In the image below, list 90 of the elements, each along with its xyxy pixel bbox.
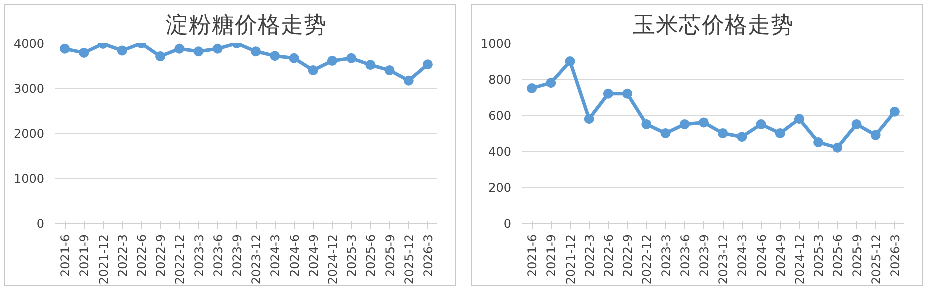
x-tick-label: 2024-6 <box>754 234 769 278</box>
x-tick-label: 2021-12 <box>96 234 111 285</box>
point <box>270 51 280 62</box>
x-tick-label: 2023-3 <box>192 234 206 278</box>
x-tick-label: 2023-9 <box>230 234 244 278</box>
point <box>308 66 318 76</box>
x-tick-label: 2025-3 <box>345 234 360 278</box>
point <box>698 118 709 128</box>
point <box>366 60 376 70</box>
point <box>660 128 671 138</box>
x-tick-label: 2022-3 <box>116 234 130 278</box>
x-tick-label: 2021-6 <box>58 234 73 278</box>
point <box>890 106 900 117</box>
y-tick-label: 600 <box>488 109 512 123</box>
x-tick-label: 2022-3 <box>582 234 597 278</box>
point <box>156 52 166 62</box>
y-tick-label: 400 <box>488 145 512 159</box>
x-tick-label: 2022-12 <box>640 234 654 285</box>
point <box>737 132 748 142</box>
point <box>251 46 262 57</box>
x-tick-label: 2022-9 <box>621 234 636 278</box>
x-tick-label: 2021-9 <box>78 234 92 278</box>
y-tick-label: 800 <box>488 73 512 87</box>
x-tick-label: 2023-9 <box>697 234 712 278</box>
point <box>680 120 690 130</box>
x-tick-label: 2025-12 <box>869 234 884 285</box>
point <box>870 130 881 140</box>
x-tick-label: 2021-12 <box>564 234 578 285</box>
y-tick-label: 0 <box>36 217 45 231</box>
x-tick-label: 2023-12 <box>250 234 264 285</box>
x-tick-label: 2024-12 <box>326 234 340 285</box>
y-tick-label: 3000 <box>14 82 45 96</box>
y-tick-label: 1000 <box>14 172 45 186</box>
point <box>565 56 576 66</box>
x-tick-label: 2021-6 <box>526 234 540 278</box>
x-tick-label: 2025-9 <box>383 234 398 278</box>
point <box>117 46 128 56</box>
x-tick-label: 2022-12 <box>173 234 188 285</box>
x-tick-label: 2024-3 <box>268 234 283 278</box>
point <box>194 46 204 57</box>
x-tick-label: 2025-6 <box>831 234 846 278</box>
x-tick-label: 2023-3 <box>659 234 674 278</box>
x-tick-label: 2023-6 <box>678 234 692 278</box>
point <box>60 44 70 54</box>
point <box>327 56 338 66</box>
x-tick-label: 2022-9 <box>154 234 168 278</box>
point <box>832 142 843 153</box>
point <box>289 53 300 64</box>
point <box>384 66 395 76</box>
point <box>174 44 185 54</box>
x-tick-label: 2025-9 <box>850 234 864 278</box>
point <box>404 76 414 86</box>
chart-title: 淀粉糖价格走势 <box>166 12 327 38</box>
point <box>814 138 824 148</box>
x-tick-label: 2021-9 <box>544 234 559 278</box>
x-tick-label: 2024-12 <box>792 234 807 285</box>
x-tick-label: 2024-3 <box>736 234 750 278</box>
x-tick-label: 2024-9 <box>774 234 788 278</box>
y-tick-label: 0 <box>504 217 512 231</box>
y-tick-label: 200 <box>488 181 512 195</box>
point <box>546 78 556 88</box>
point <box>718 128 728 138</box>
point <box>756 120 766 130</box>
point <box>422 60 433 70</box>
point <box>622 88 633 99</box>
point <box>775 128 786 138</box>
point <box>794 114 804 124</box>
point <box>852 120 862 130</box>
point <box>79 48 90 58</box>
point <box>642 120 652 130</box>
point <box>584 114 594 124</box>
x-tick-label: 2025-6 <box>364 234 378 278</box>
x-tick-label: 2023-6 <box>211 234 226 278</box>
point <box>346 53 357 64</box>
y-tick-label: 1000 <box>480 37 512 51</box>
point <box>603 88 614 99</box>
x-tick-label: 2025-3 <box>812 234 826 278</box>
x-tick-label: 2026-3 <box>888 234 902 278</box>
x-tick-label: 2026-3 <box>421 234 436 278</box>
x-tick-label: 2024-6 <box>288 234 302 278</box>
x-tick-label: 2022-6 <box>134 234 149 278</box>
chart-title: 玉米芯价格走势 <box>633 12 794 38</box>
x-tick-label: 2025-12 <box>402 234 416 285</box>
x-tick-label: 2024-9 <box>306 234 321 278</box>
x-tick-label: 2022-6 <box>602 234 616 278</box>
point <box>212 44 223 54</box>
y-tick-label: 4000 <box>14 37 45 51</box>
x-tick-label: 2023-12 <box>716 234 731 285</box>
point <box>527 84 538 94</box>
y-tick-label: 2000 <box>14 127 45 141</box>
